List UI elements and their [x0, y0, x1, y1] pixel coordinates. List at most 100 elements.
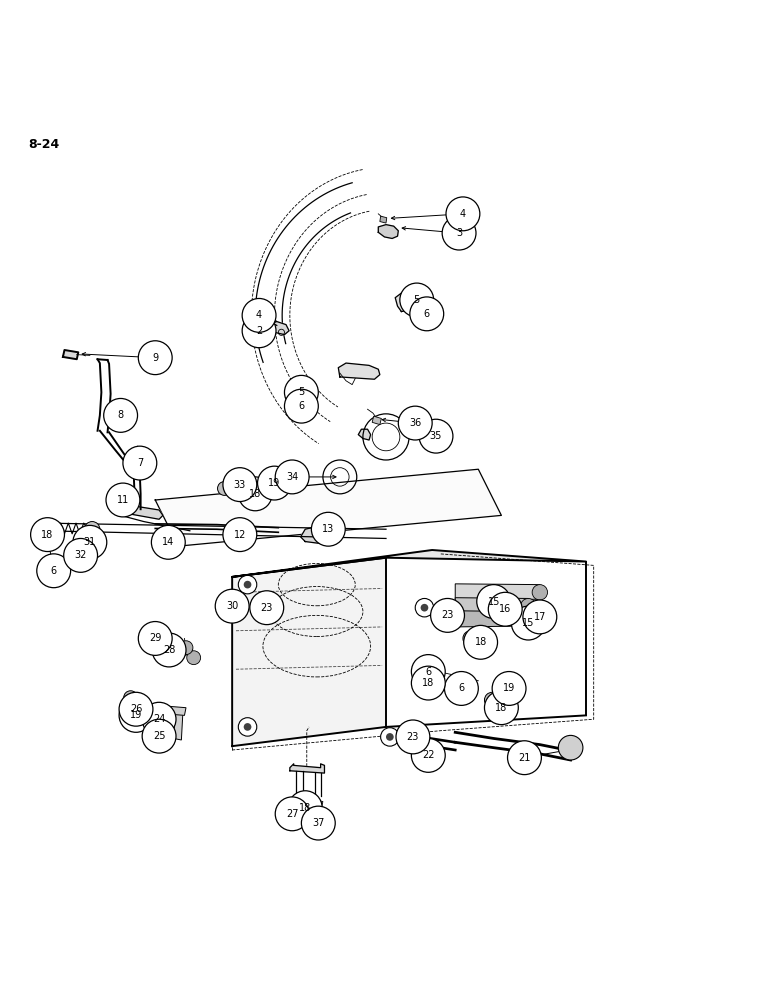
- Circle shape: [415, 662, 428, 676]
- Circle shape: [187, 651, 201, 665]
- Circle shape: [485, 692, 499, 708]
- Circle shape: [400, 283, 434, 317]
- Circle shape: [398, 406, 432, 440]
- Polygon shape: [267, 322, 289, 335]
- Polygon shape: [163, 710, 172, 740]
- Circle shape: [299, 806, 313, 820]
- Text: 19: 19: [130, 710, 142, 720]
- Circle shape: [242, 298, 276, 332]
- Text: 19: 19: [503, 683, 515, 693]
- Polygon shape: [218, 600, 244, 612]
- Circle shape: [284, 375, 318, 409]
- Text: 2: 2: [256, 326, 262, 336]
- Text: 30: 30: [226, 601, 239, 611]
- Text: 26: 26: [130, 704, 142, 714]
- Text: 35: 35: [430, 431, 442, 441]
- Circle shape: [463, 631, 479, 646]
- Circle shape: [151, 525, 185, 559]
- Polygon shape: [155, 469, 501, 546]
- Polygon shape: [378, 225, 398, 238]
- Text: 4: 4: [460, 209, 466, 219]
- Text: 29: 29: [149, 633, 161, 643]
- Polygon shape: [455, 611, 516, 627]
- Circle shape: [124, 691, 137, 705]
- Text: 5: 5: [298, 387, 304, 397]
- Circle shape: [215, 589, 249, 623]
- Text: 9: 9: [152, 353, 158, 363]
- Text: 23: 23: [442, 610, 454, 620]
- Polygon shape: [63, 350, 78, 359]
- Text: 18: 18: [299, 803, 311, 813]
- Circle shape: [431, 598, 465, 632]
- Polygon shape: [290, 764, 324, 773]
- Polygon shape: [358, 429, 371, 440]
- Circle shape: [242, 314, 276, 348]
- Text: 33: 33: [234, 480, 246, 490]
- Circle shape: [489, 592, 522, 626]
- Circle shape: [411, 655, 445, 688]
- Circle shape: [138, 341, 172, 375]
- Polygon shape: [455, 584, 540, 600]
- Text: 37: 37: [312, 818, 324, 828]
- Text: 6: 6: [298, 401, 304, 411]
- Polygon shape: [117, 504, 163, 519]
- Polygon shape: [232, 550, 586, 577]
- Text: 21: 21: [518, 753, 530, 763]
- Circle shape: [239, 477, 273, 511]
- Circle shape: [223, 518, 257, 552]
- Polygon shape: [380, 216, 387, 223]
- Text: 22: 22: [422, 750, 435, 760]
- Text: 16: 16: [499, 604, 511, 614]
- Circle shape: [249, 485, 262, 499]
- Text: 19: 19: [269, 478, 280, 488]
- Circle shape: [411, 738, 445, 772]
- Circle shape: [523, 600, 557, 634]
- Circle shape: [250, 591, 283, 625]
- Text: 8: 8: [117, 410, 124, 420]
- Polygon shape: [232, 558, 386, 746]
- Text: 6: 6: [459, 683, 465, 693]
- Polygon shape: [405, 293, 413, 301]
- Circle shape: [244, 581, 252, 588]
- Circle shape: [239, 575, 257, 594]
- Circle shape: [103, 398, 137, 432]
- Text: 27: 27: [286, 809, 299, 819]
- Circle shape: [410, 297, 444, 331]
- Text: 28: 28: [163, 645, 175, 655]
- Circle shape: [386, 733, 394, 741]
- Circle shape: [106, 483, 140, 517]
- Circle shape: [485, 691, 518, 725]
- Polygon shape: [395, 291, 423, 312]
- Polygon shape: [455, 598, 528, 614]
- Text: 5: 5: [414, 295, 420, 305]
- Circle shape: [276, 460, 309, 494]
- Circle shape: [411, 666, 445, 700]
- Text: 32: 32: [74, 550, 86, 560]
- Text: 25: 25: [153, 731, 165, 741]
- Text: 23: 23: [407, 732, 419, 742]
- Circle shape: [84, 522, 100, 537]
- Text: 18: 18: [496, 703, 507, 713]
- Circle shape: [218, 482, 232, 495]
- Circle shape: [152, 633, 186, 667]
- Circle shape: [442, 216, 476, 250]
- Text: 18: 18: [42, 530, 54, 540]
- Circle shape: [73, 525, 107, 559]
- Circle shape: [532, 585, 547, 600]
- Circle shape: [244, 723, 252, 731]
- Text: 23: 23: [261, 603, 273, 613]
- Text: 3: 3: [456, 228, 462, 238]
- Text: 24: 24: [153, 714, 165, 724]
- Polygon shape: [300, 526, 330, 544]
- Circle shape: [509, 612, 524, 627]
- Circle shape: [179, 641, 193, 655]
- Text: 18: 18: [249, 489, 262, 499]
- Circle shape: [31, 518, 65, 552]
- Polygon shape: [338, 363, 380, 379]
- Polygon shape: [313, 800, 323, 808]
- Circle shape: [446, 197, 480, 231]
- Circle shape: [449, 678, 462, 692]
- Text: 34: 34: [286, 472, 298, 482]
- Circle shape: [138, 622, 172, 655]
- Text: 4: 4: [256, 310, 262, 320]
